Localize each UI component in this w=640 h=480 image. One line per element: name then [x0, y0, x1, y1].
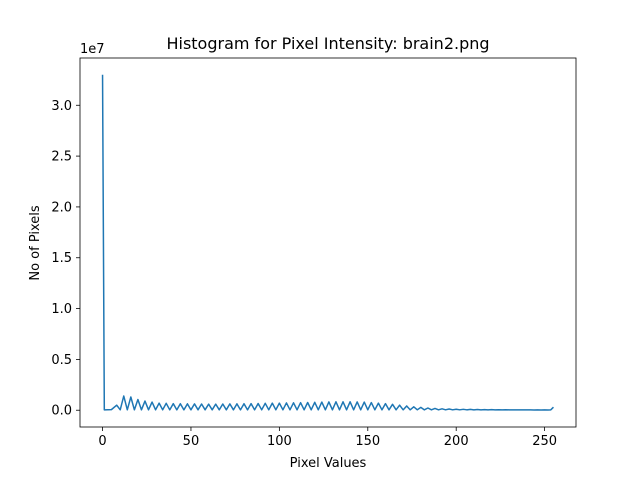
y-tick-label: 2.5 [51, 150, 72, 165]
y-axis-ticks: 0.0 0.5 1.0 1.5 2.0 2.5 3.0 [51, 99, 80, 419]
y-axis-label: No of Pixels [28, 205, 43, 281]
y-tick-label: 3.0 [51, 99, 72, 114]
x-tick-label: 200 [444, 434, 469, 449]
chart-title: Histogram for Pixel Intensity: brain2.pn… [166, 34, 489, 53]
y-tick-label: 1.5 [51, 251, 72, 266]
plot-frame [79, 57, 577, 428]
x-axis-ticks: 0 50 100 150 200 250 [98, 427, 557, 449]
plot-area [80, 58, 576, 427]
y-tick-label: 2.0 [51, 200, 72, 215]
x-tick-label: 150 [355, 434, 380, 449]
y-tick-label: 0.0 [51, 404, 72, 419]
x-axis-label: Pixel Values [290, 456, 367, 471]
pixel-count-series-line [101, 74, 554, 411]
x-tick-label: 50 [183, 434, 200, 449]
y-offset-label: 1e7 [80, 42, 105, 57]
y-tick-label: 0.5 [51, 353, 72, 368]
x-tick-label: 0 [98, 434, 106, 449]
x-tick-label: 100 [267, 434, 292, 449]
x-tick-label: 250 [532, 434, 557, 449]
y-tick-label: 1.0 [51, 302, 72, 317]
